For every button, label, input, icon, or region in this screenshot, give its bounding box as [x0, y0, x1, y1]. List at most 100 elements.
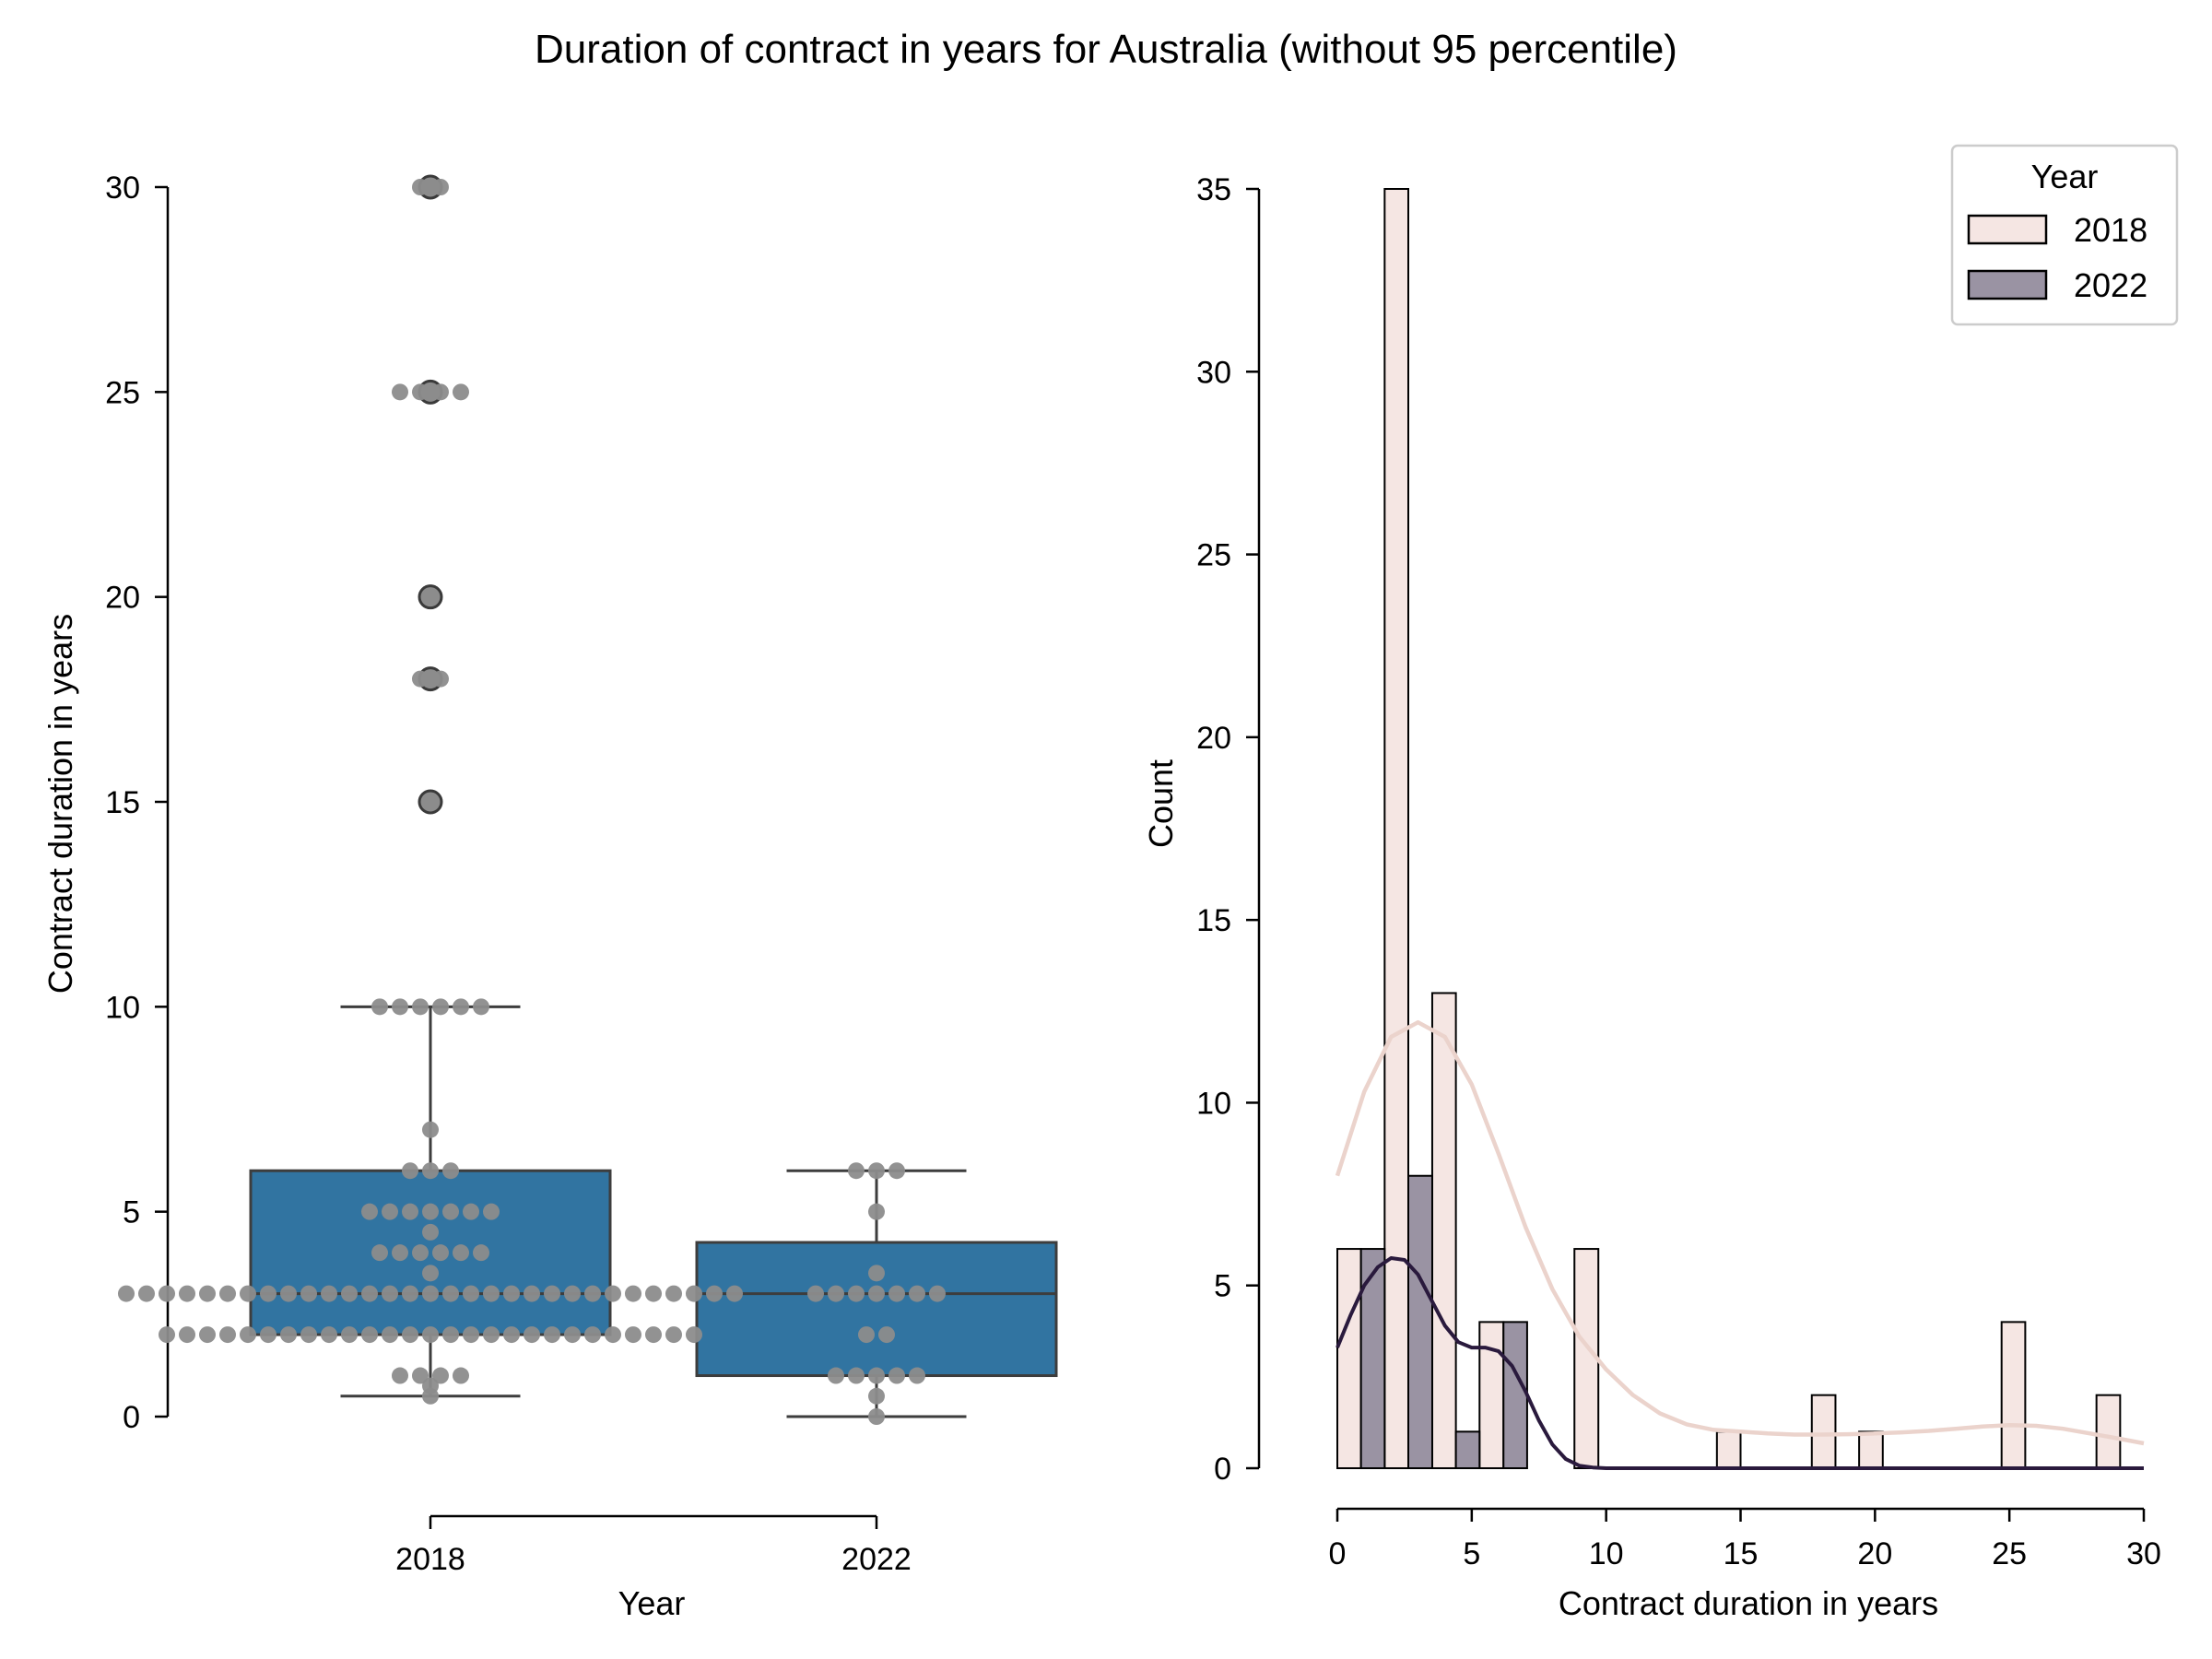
swarm-point [726, 1285, 743, 1302]
swarm-point [453, 998, 469, 1016]
swarm-point [412, 670, 429, 688]
swarm-point [412, 1367, 429, 1384]
swarm-point [118, 1285, 135, 1302]
swarm-point [909, 1285, 925, 1302]
swarm-point [868, 1408, 885, 1425]
boxplot-y-tick-label: 30 [105, 171, 140, 206]
swarm-point [199, 1326, 216, 1344]
kde-line-2022 [1335, 1256, 2144, 1470]
histogram-bar-2018 [1810, 1394, 1837, 1469]
boxplot-y-tick-label: 10 [105, 990, 140, 1025]
swarm-point [473, 998, 489, 1016]
boxplot-y-tick-label: 15 [105, 785, 140, 820]
swarm-point [392, 998, 408, 1016]
histogram-y-tick-label: 0 [1214, 1452, 1231, 1487]
boxplot-x-axis-label: Year [618, 1584, 686, 1622]
swarm-point [625, 1285, 641, 1302]
swarm-point [412, 383, 429, 401]
swarm-point [868, 1285, 885, 1302]
swarm-point [432, 179, 449, 195]
kde-line-2018 [1335, 1019, 2145, 1446]
swarm-point [544, 1326, 560, 1344]
swarm-point [706, 1285, 723, 1302]
swarm-point [442, 1162, 459, 1180]
swarm-point [219, 1285, 236, 1302]
swarm-point [422, 1285, 439, 1302]
swarm-point [382, 1203, 398, 1220]
swarm-point [341, 1326, 358, 1344]
legend-swatch-2022 [1967, 269, 2048, 300]
swarm-point [422, 1326, 439, 1344]
legend-label-2022: 2022 [2074, 266, 2147, 304]
swarm-point [888, 1162, 905, 1180]
swarm-point [463, 1203, 479, 1220]
histogram-bar-2018 [1478, 1321, 1505, 1470]
swarm-point [453, 383, 469, 401]
histogram-bar-2022 [1502, 1321, 1528, 1470]
histogram-x-tick-label: 15 [1724, 1536, 1759, 1571]
swarm-point [432, 998, 449, 1016]
swarm-point [412, 1244, 429, 1262]
boxplot-y-axis-label: Contract duration in years [41, 614, 79, 994]
swarm-point [361, 1326, 378, 1344]
swarm-point [888, 1367, 905, 1384]
histogram-y-tick-label: 30 [1196, 355, 1231, 390]
swarm-point [503, 1326, 520, 1344]
swarm-point [463, 1285, 479, 1302]
swarm-point [858, 1326, 875, 1344]
swarm-point [888, 1285, 905, 1302]
histogram-bar-2022 [1454, 1430, 1481, 1470]
boxplot-x-tick-label: 2018 [395, 1542, 465, 1577]
histogram-bar-2018 [1336, 1248, 1362, 1469]
swarm-point [584, 1285, 601, 1302]
histogram-bar-2018 [2095, 1394, 2122, 1469]
swarm-point [382, 1285, 398, 1302]
swarm-point [159, 1326, 175, 1344]
swarm-point [422, 588, 439, 606]
swarm-point [645, 1285, 662, 1302]
boxplot-y-tick-label: 20 [105, 581, 140, 616]
swarm-point [665, 1285, 682, 1302]
box-iqr [695, 1241, 1058, 1378]
swarm-point [544, 1285, 560, 1302]
swarm-point [909, 1367, 925, 1384]
swarm-point [868, 1203, 885, 1220]
swarm-point [392, 1367, 408, 1384]
figure-title: Duration of contract in years for Austra… [535, 27, 1677, 72]
swarm-point [605, 1285, 621, 1302]
swarm-point [442, 1203, 459, 1220]
histogram-bar-2018 [1383, 188, 1410, 1469]
legend-title: Year [2031, 158, 2099, 195]
swarm-point [361, 1285, 378, 1302]
swarm-point [371, 1244, 388, 1262]
swarm-point [159, 1285, 175, 1302]
swarm-point [868, 1387, 885, 1405]
swarm-point [442, 1285, 459, 1302]
swarm-point [412, 998, 429, 1016]
histogram-bar-2018 [1715, 1430, 1742, 1470]
histogram-x-tick-label: 5 [1463, 1536, 1480, 1571]
swarm-2018 [118, 179, 743, 1405]
swarm-point [665, 1326, 682, 1344]
swarm-point [280, 1285, 297, 1302]
swarm-point [524, 1285, 540, 1302]
swarm-point [432, 670, 449, 688]
swarm-point [280, 1326, 297, 1344]
swarm-point [848, 1367, 865, 1384]
histogram-x-tick-label: 30 [2126, 1536, 2161, 1571]
histogram-y-tick-label: 25 [1196, 538, 1231, 573]
swarm-point [686, 1285, 702, 1302]
swarm-point [341, 1285, 358, 1302]
swarm-point [412, 179, 429, 195]
swarm-point [199, 1285, 216, 1302]
histogram-bar-2022 [1407, 1174, 1433, 1469]
swarm-point [929, 1285, 946, 1302]
swarm-point [442, 1326, 459, 1344]
swarm-point [432, 1367, 449, 1384]
histogram-bar-2018 [1430, 992, 1457, 1469]
histogram-bar-2022 [1359, 1248, 1386, 1469]
swarm-point [564, 1326, 581, 1344]
swarm-point [432, 383, 449, 401]
swarm-point [564, 1285, 581, 1302]
